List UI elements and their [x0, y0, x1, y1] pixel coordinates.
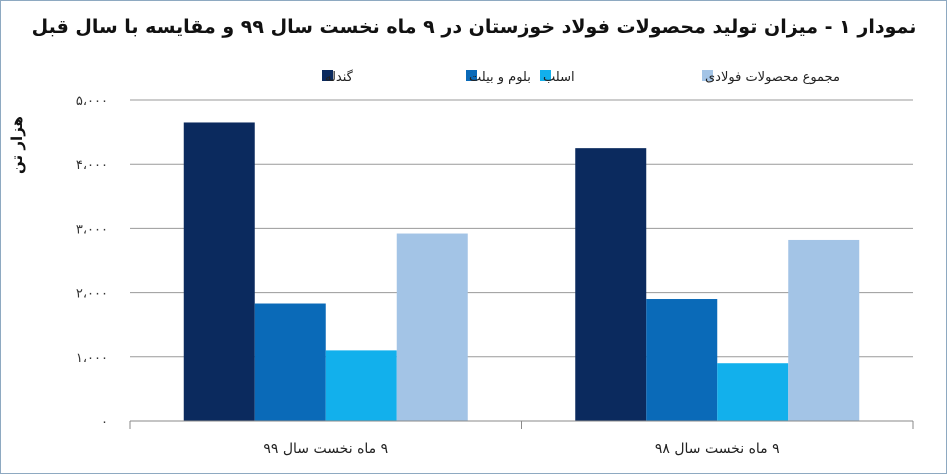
- y-tick-label: ۳،۰۰۰: [76, 222, 108, 237]
- bar: [646, 299, 718, 421]
- y-tick-label: ۴،۰۰۰: [76, 158, 108, 173]
- bar: [254, 303, 326, 421]
- bar: [717, 363, 789, 421]
- legend-swatch: [466, 70, 477, 81]
- y-tick-label: ۰: [101, 415, 108, 430]
- category-labels: ۹ ماه نخست سال ۹۹ ۹ ماه نخست سال ۹۸: [263, 441, 779, 457]
- y-tick-label: ۱،۰۰۰: [76, 351, 108, 366]
- category-label: ۹ ماه نخست سال ۹۸: [655, 441, 780, 457]
- legend: گندله بلوم و بیلت اسلب مجموع محصولات فولادی: [322, 69, 840, 85]
- category-label: ۹ ماه نخست سال ۹۹: [263, 441, 388, 457]
- legend-label: گندله: [325, 69, 354, 85]
- legend-swatch: [540, 70, 551, 81]
- bar: [396, 233, 468, 421]
- axes: [129, 420, 914, 429]
- bar: [183, 122, 255, 421]
- legend-label: مجموع محصولات فولادی: [705, 70, 840, 85]
- chart-title: نمودار ۱ - میزان تولید محصولات فولاد خوز…: [32, 16, 917, 38]
- bar: [788, 239, 860, 421]
- legend-label: بلوم و بیلت: [469, 70, 531, 85]
- legend-swatch: [322, 70, 333, 81]
- y-tick-labels: ۰ ۱،۰۰۰ ۲،۰۰۰ ۳،۰۰۰ ۴،۰۰۰ ۵،۰۰۰: [76, 94, 108, 430]
- legend-label: اسلب: [543, 70, 575, 85]
- y-axis-label: هزار تن: [8, 116, 26, 174]
- bars: [183, 122, 860, 421]
- bar: [325, 350, 397, 421]
- legend-swatch: [702, 70, 713, 81]
- y-tick-label: ۲،۰۰۰: [76, 287, 108, 302]
- y-tick-label: ۵،۰۰۰: [76, 94, 108, 109]
- bar: [575, 148, 647, 421]
